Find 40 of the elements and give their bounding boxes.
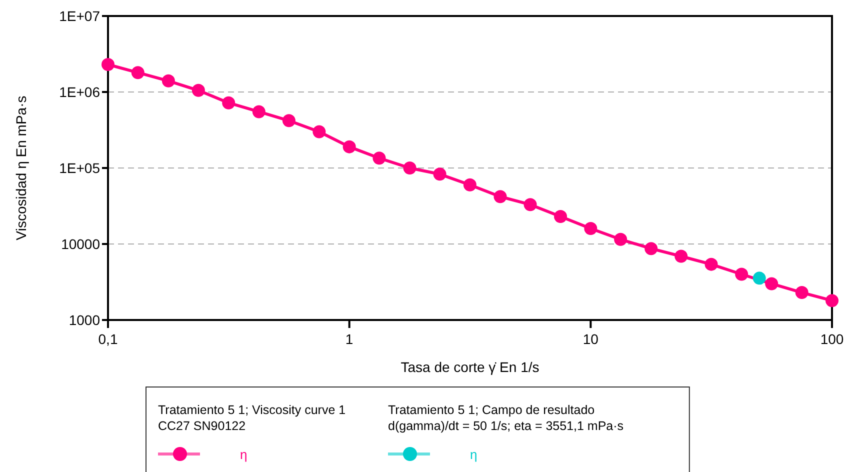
point (222, 96, 236, 110)
y-axis-title: Viscosidad η En mPa·s (13, 96, 29, 240)
y-tick-label: 1E+06 (59, 84, 100, 100)
x-tick-label: 100 (820, 331, 844, 347)
text: Tratamiento 5 1; Viscosity curve 1 CC27 SN90122 (158, 403, 346, 433)
point (614, 232, 628, 246)
point (494, 190, 507, 204)
y-tick-label: 1000 (68, 312, 100, 328)
point (131, 66, 144, 80)
point (644, 242, 658, 256)
point (282, 114, 296, 128)
point (463, 178, 476, 192)
point (192, 84, 205, 97)
point (826, 294, 838, 308)
point (162, 74, 175, 88)
point (433, 168, 446, 181)
point (704, 258, 718, 271)
x-tick-label: 10 (582, 331, 599, 347)
point (584, 222, 598, 235)
point (674, 250, 688, 263)
point (372, 152, 386, 165)
text: Tratamiento 5 1; Campo de resultado d(gamma)/dt = 50 1/s; eta = 3551,1 mPa·s (388, 403, 624, 433)
x-tick-label: 0,1 (98, 331, 118, 347)
point (252, 105, 266, 118)
point (524, 198, 537, 212)
text: η (470, 447, 478, 462)
text: η (240, 447, 248, 462)
point (403, 162, 416, 174)
y-tick-label: 1E+07 (59, 8, 100, 24)
point (102, 58, 114, 72)
y-tick-label: 10000 (61, 236, 100, 252)
point (765, 277, 778, 290)
x-axis-title: Tasa de corte γ̇ En 1/s (400, 359, 540, 375)
point (342, 140, 356, 154)
point (735, 268, 748, 281)
point (312, 125, 326, 138)
y-tick-label: 1E+05 (59, 160, 100, 176)
point (554, 210, 568, 224)
point (795, 286, 808, 300)
x-tick-label: 1 (345, 331, 354, 347)
